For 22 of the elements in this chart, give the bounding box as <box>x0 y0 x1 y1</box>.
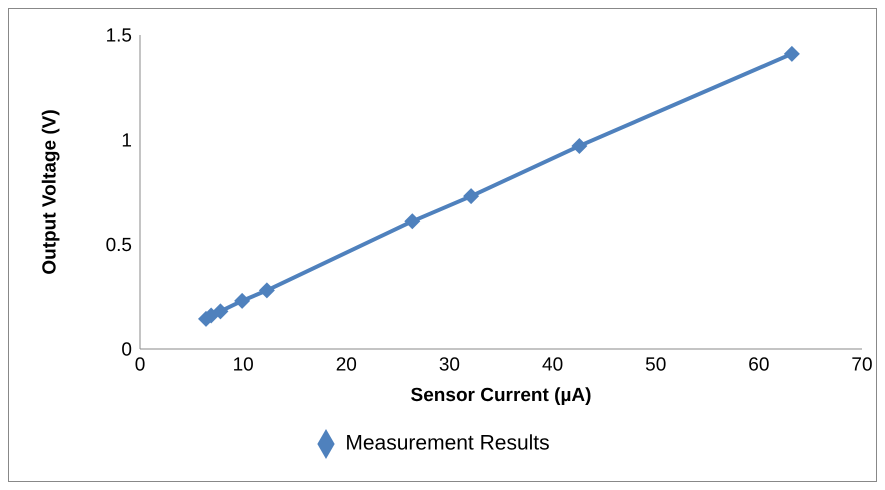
x-axis-title: Sensor Current (µA) <box>410 385 592 406</box>
x-tick-label: 50 <box>645 354 666 376</box>
point <box>234 292 250 309</box>
point <box>212 303 228 320</box>
y-tick-label: 1 <box>121 130 132 152</box>
x-tick-label: 10 <box>232 354 254 376</box>
y-tick-label: 1.5 <box>106 26 132 47</box>
x-tick-label: 40 <box>542 354 564 376</box>
point <box>404 213 420 230</box>
y-axis-title: Output Voltage (V) <box>40 109 61 275</box>
point <box>571 138 588 154</box>
y-tick-label: 0 <box>121 340 132 361</box>
point <box>463 188 480 204</box>
x-tick-label: 0 <box>134 354 146 376</box>
x-tick-label: 20 <box>336 354 357 376</box>
x-tick-label: 60 <box>748 354 770 376</box>
x-tick-label: 30 <box>438 354 460 376</box>
point <box>784 46 800 62</box>
legend-label: Measurement Results <box>345 432 550 455</box>
x-tick-label: 70 <box>851 354 873 376</box>
y-tick-label: 0.5 <box>106 235 132 256</box>
point <box>258 282 275 298</box>
